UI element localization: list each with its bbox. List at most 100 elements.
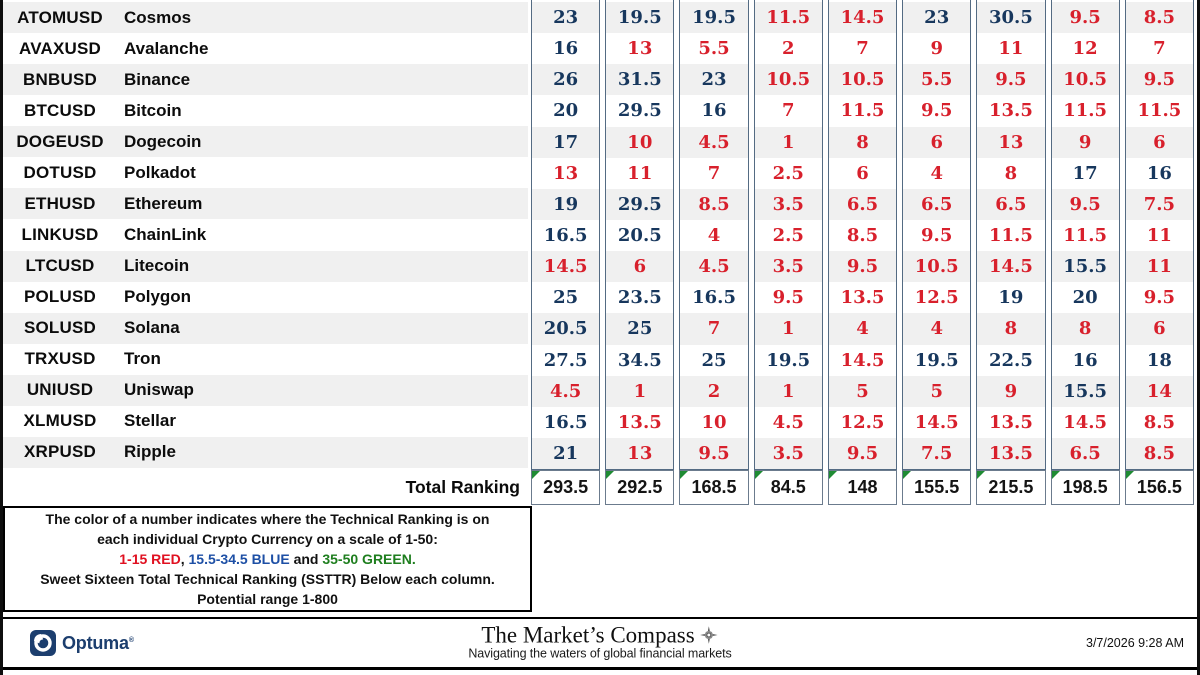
ranking-cell: 14.5 bbox=[1063, 411, 1108, 433]
ranking-cell: 26 bbox=[532, 64, 600, 96]
ranking-cell: 4 bbox=[930, 162, 943, 184]
table-row: SOLUSD Solana bbox=[3, 312, 528, 344]
ranking-cell: 13 bbox=[627, 38, 653, 60]
ranking-cell: 8 bbox=[1004, 162, 1018, 184]
ranking-cell: 16 bbox=[701, 100, 727, 122]
ranking-cell: 9.5 bbox=[921, 225, 953, 247]
ranking-cell: 4.5 bbox=[532, 375, 600, 407]
ranking-columns: 23 16 26 20 17 13 19 16.5 14.5 25 20.5 27.5 4.5 16.5 2… bbox=[531, 0, 1194, 470]
ranking-cell: 19 bbox=[998, 287, 1024, 309]
total-ranking-label: Total Ranking bbox=[405, 477, 520, 497]
ranking-cell: 2 bbox=[782, 38, 795, 60]
ranking-cell: 19.5 bbox=[914, 349, 959, 371]
table-row: DOGEUSD Dogecoin bbox=[3, 126, 528, 158]
ranking-cell: 20 bbox=[1072, 287, 1098, 309]
ranking-cell: 25 bbox=[701, 349, 727, 371]
ranking-cell: 4.5 bbox=[772, 411, 804, 433]
ranking-cell: 9.5 bbox=[828, 437, 897, 470]
ticker-cell: UNIUSD bbox=[26, 380, 94, 400]
legend-line: Sweet Sixteen Total Technical Ranking (S… bbox=[5, 569, 530, 589]
ranking-cell: 14.5 bbox=[532, 251, 600, 283]
ranking-column: 23 9 5.5 9.5 6 4 6.5 9.5 10.5 12.5 4 19.5 5 14.5 7.5 bbox=[902, 0, 972, 470]
total-cell: 293.5 bbox=[531, 470, 601, 505]
ranking-cell: 14.5 bbox=[840, 349, 885, 371]
legend-text: 15.5-34.5 BLUE bbox=[188, 551, 290, 567]
ranking-cell: 23 bbox=[680, 64, 748, 96]
name-cell: Cosmos bbox=[124, 7, 192, 27]
report-datetime: 3/7/2026 9:28 AM bbox=[1086, 636, 1184, 650]
total-cell: 156.5 bbox=[1124, 470, 1194, 505]
legend-note: The color of a number indicates where th… bbox=[3, 506, 532, 612]
ranking-cell: 10.5 bbox=[1051, 64, 1119, 96]
ranking-cell: 10.5 bbox=[903, 251, 971, 283]
optuma-wordmark: Optuma® bbox=[62, 632, 134, 653]
ticker-cell: XLMUSD bbox=[23, 411, 97, 431]
ranking-cell: 2 bbox=[680, 375, 748, 407]
legend-text: The color of a number indicates where th… bbox=[45, 511, 490, 527]
masthead: The Market’s Compass Navigating the wate… bbox=[468, 624, 731, 662]
ranking-cell: 8 bbox=[828, 126, 897, 158]
ranking-cell: 23 bbox=[903, 2, 971, 34]
ranking-cell: 4 bbox=[903, 313, 971, 345]
table-row: XRPUSD Ripple bbox=[3, 436, 528, 468]
ticker-cell: BTCUSD bbox=[23, 100, 97, 120]
ranking-cell: 13 bbox=[553, 162, 579, 184]
table-row: BNBUSD Binance bbox=[3, 64, 528, 96]
table-row: LTCUSD Litecoin bbox=[3, 250, 528, 282]
table-row: TRXUSD Tron bbox=[3, 344, 528, 375]
footer-bar: Optuma® The Market’s Compass Navigating … bbox=[0, 617, 1200, 670]
ranking-cell: 10.5 bbox=[828, 64, 897, 96]
ranking-cell: 3.5 bbox=[754, 437, 822, 470]
ranking-cell: 7 bbox=[1153, 38, 1166, 60]
legend-text: , bbox=[180, 551, 189, 567]
ranking-cell: 17 bbox=[1072, 162, 1098, 184]
ranking-cell: 6.5 bbox=[828, 188, 897, 220]
name-cell: Binance bbox=[124, 69, 191, 89]
ranking-cell: 7 bbox=[856, 38, 869, 60]
ranking-cell: 11.5 bbox=[1063, 100, 1108, 122]
ticker-cell: DOGEUSD bbox=[16, 131, 104, 151]
ranking-cell: 9.5 bbox=[977, 64, 1045, 96]
ranking-cell: 14 bbox=[1125, 375, 1193, 407]
optuma-icon bbox=[30, 630, 56, 656]
ranking-cell: 3.5 bbox=[754, 251, 822, 283]
ranking-cell: 27.5 bbox=[543, 349, 588, 371]
ranking-cell: 11.5 bbox=[989, 225, 1033, 247]
ranking-cell: 6.5 bbox=[903, 188, 971, 220]
ranking-cell: 13.5 bbox=[977, 437, 1045, 470]
ranking-cell: 5 bbox=[828, 375, 897, 407]
ranking-cell: 4 bbox=[828, 313, 897, 345]
ranking-cell: 11.5 bbox=[754, 2, 822, 34]
ranking-cell: 11 bbox=[1125, 251, 1193, 283]
ranking-cell: 6 bbox=[606, 251, 674, 283]
ticker-cell: POLUSD bbox=[23, 287, 97, 307]
table-row: ATOMUSD Cosmos bbox=[3, 2, 528, 34]
name-cell: Tron bbox=[124, 349, 161, 369]
ranking-cell: 7.5 bbox=[903, 437, 971, 470]
legend-text: 1-15 RED bbox=[119, 551, 181, 567]
ranking-cell: 23.5 bbox=[617, 287, 662, 309]
ranking-cell: 13.5 bbox=[617, 411, 662, 433]
name-cell: Solana bbox=[124, 318, 180, 338]
ranking-cell: 23 bbox=[532, 2, 600, 34]
ticker-cell: XRPUSD bbox=[23, 442, 97, 462]
table-row: XLMUSD Stellar bbox=[3, 406, 528, 437]
ranking-column: 30.5 11 9.5 13.5 13 8 6.5 11.5 14.5 19 8 22.5 9 13.5 1… bbox=[976, 0, 1046, 470]
ranking-cell: 34.5 bbox=[617, 349, 662, 371]
ranking-cell: 14.5 bbox=[914, 411, 959, 433]
legend-text: 35-50 GREEN. bbox=[322, 551, 416, 567]
table-row: LINKUSD ChainLink bbox=[3, 219, 528, 250]
ranking-cell: 11.5 bbox=[840, 100, 885, 122]
legend-line: 1-15 RED, 15.5-34.5 BLUE and 35-50 GREEN… bbox=[5, 549, 530, 569]
ranking-cell: 11 bbox=[627, 162, 653, 184]
ranking-cell: 10 bbox=[606, 126, 674, 158]
name-cell: Bitcoin bbox=[124, 100, 182, 120]
ranking-cell: 8 bbox=[1051, 313, 1119, 345]
name-cell: Stellar bbox=[124, 411, 176, 431]
table-row: UNIUSD Uniswap bbox=[3, 374, 528, 406]
compass-rose-icon bbox=[700, 626, 718, 644]
legend-text: Sweet Sixteen Total Technical Ranking (S… bbox=[40, 571, 495, 587]
ranking-cell: 7 bbox=[707, 162, 721, 184]
ranking-cell: 16 bbox=[553, 38, 579, 60]
total-ranking-row: 293.5 292.5 168.5 84.5 148 155.5 215.5 198.5 156… bbox=[531, 470, 1194, 505]
